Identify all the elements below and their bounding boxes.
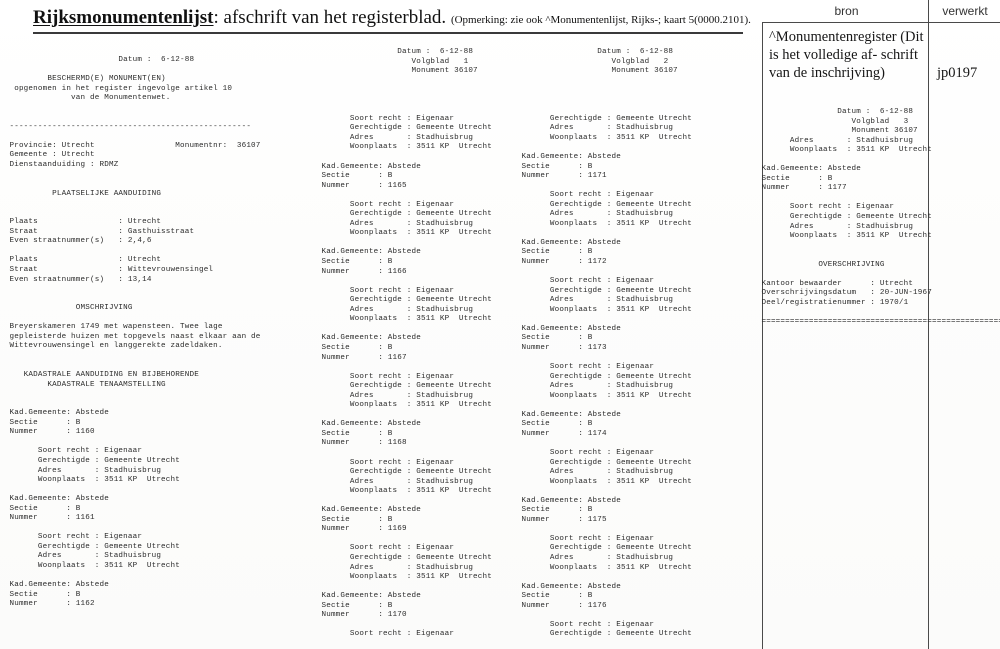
printout-column-2: Datum : 6-12-88 Volgblad 1 Monument 3610… [321,48,493,639]
source-table: bron verwerkt ^Monumentenregister (Dit i… [762,0,1000,649]
printout-column-3: Datum : 6-12-88 Volgblad 2 Monument 3610… [521,48,693,639]
page-title-rest: : afschrift van het registerblad. [213,7,447,28]
printout-column-4: Datum : 6-12-88 Volgblad 3 Monument 3610… [761,108,1000,327]
page-title-bold: Rijksmonumentenlijst [33,7,214,28]
table-border-middle [928,0,929,649]
table-header-bron: bron [834,4,859,18]
table-cell-verwerkt: jp0197 [937,65,978,81]
printout-column-1: Datum : 6-12-88 BESCHERMD(E) MONUMENT(EN… [9,56,261,609]
title-divider [33,32,743,34]
table-header-verwerkt: verwerkt [942,4,988,18]
table-border-left [762,22,763,649]
table-header-rule [762,22,1000,23]
table-cell-bron: ^Monumentenregister (Dit is het volledig… [769,29,924,81]
page-title: Rijksmonumentenlijst: afschrift van het … [33,6,751,32]
page-title-note: (Opmerking: zie ook ^Monumentenlijst, Ri… [450,14,751,26]
